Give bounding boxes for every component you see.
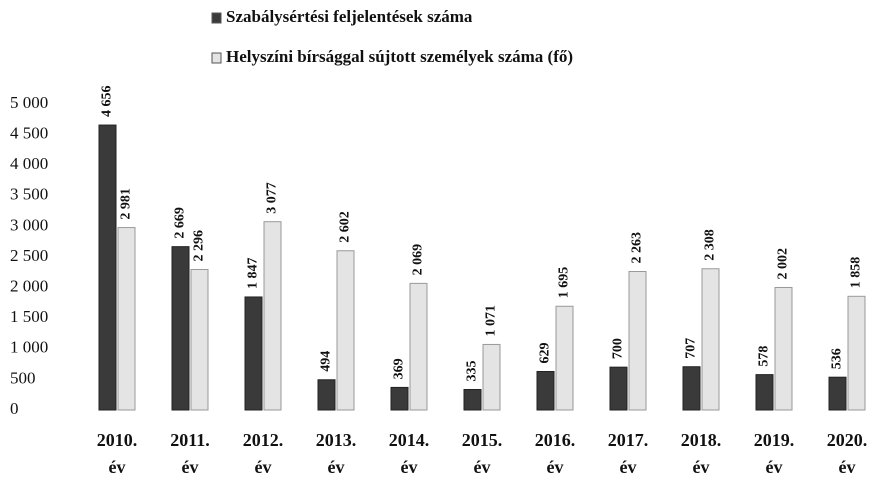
bar <box>171 246 190 411</box>
y-tick-label: 2 500 <box>10 246 48 265</box>
legend-label: Szabálysértési feljelentések száma <box>226 7 473 26</box>
legend-label: Helyszíni bírsággal sújtott személyek sz… <box>226 47 573 66</box>
x-tick-label: 2012. év <box>242 430 284 477</box>
y-tick-label: 5 000 <box>10 93 48 112</box>
bar <box>263 221 282 411</box>
value-label: 335 <box>465 360 480 381</box>
y-tick-label: 3 500 <box>10 185 48 204</box>
bar <box>701 268 720 411</box>
x-tick-label: 2014. év <box>388 430 430 477</box>
bar <box>409 282 428 411</box>
x-tick-label: 2017. év <box>607 430 649 477</box>
y-tick-label: 0 <box>10 399 19 418</box>
y-tick-label: 4 000 <box>10 154 48 173</box>
bar <box>682 366 701 411</box>
bar <box>774 286 793 411</box>
x-tick-label: 2016. év <box>534 430 576 477</box>
bar <box>463 388 482 411</box>
bar <box>190 268 209 411</box>
x-tick-label: 2018. év <box>680 430 722 477</box>
y-tick-label: 1 500 <box>10 307 48 326</box>
x-tick-label: 2013. év <box>315 430 357 477</box>
value-label: 2 602 <box>338 211 353 243</box>
bar <box>755 374 774 411</box>
bar <box>609 366 628 411</box>
value-label: 2 069 <box>411 244 426 276</box>
y-tick-label: 2 000 <box>10 277 48 296</box>
x-tick-label: 2010. év <box>96 430 138 477</box>
value-label: 2 981 <box>119 188 134 220</box>
bar <box>117 227 136 411</box>
value-label: 536 <box>830 348 845 369</box>
value-label: 369 <box>392 358 407 379</box>
value-label: 707 <box>684 338 699 359</box>
bar <box>828 376 847 411</box>
value-label: 4 656 <box>100 86 115 118</box>
x-tick-label: 2015. év <box>461 430 503 477</box>
value-label: 2 263 <box>630 232 645 264</box>
value-label: 494 <box>319 351 334 372</box>
value-label: 1 858 <box>849 257 864 289</box>
value-label: 629 <box>538 343 553 364</box>
bar <box>98 124 117 411</box>
value-label: 1 695 <box>557 267 572 299</box>
value-label: 3 077 <box>265 182 280 214</box>
value-label: 700 <box>611 338 626 359</box>
x-tick-label: 2011. év <box>170 430 210 477</box>
legend-swatch <box>211 12 222 24</box>
bar <box>536 371 555 411</box>
bar <box>482 343 501 411</box>
value-label: 2 308 <box>703 229 718 261</box>
value-label: 2 002 <box>776 248 791 280</box>
y-tick-label: 4 500 <box>10 124 48 143</box>
x-tick-label: 2020. év <box>826 430 868 477</box>
value-label: 578 <box>757 346 772 367</box>
value-label: 1 847 <box>246 257 261 289</box>
bar <box>628 271 647 411</box>
bar <box>555 305 574 411</box>
legend-swatch <box>211 52 222 64</box>
bar <box>390 386 409 411</box>
bar <box>336 250 355 411</box>
value-label: 1 071 <box>484 305 499 337</box>
bar <box>847 295 866 411</box>
bar <box>244 296 263 411</box>
y-tick-label: 500 <box>10 368 36 387</box>
x-tick-label: 2019. év <box>753 430 795 477</box>
value-label: 2 669 <box>173 207 188 239</box>
y-tick-label: 1 000 <box>10 338 48 357</box>
y-tick-label: 3 000 <box>10 215 48 234</box>
value-label: 2 296 <box>192 230 207 262</box>
bar <box>317 379 336 411</box>
